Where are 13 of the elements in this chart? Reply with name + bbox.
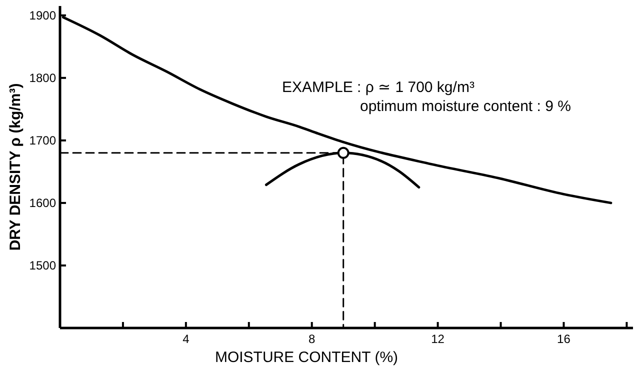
x-tick-label: 8: [308, 332, 316, 346]
x-tick-label: 12: [431, 332, 445, 346]
y-axis-title: DRY DENSITY ρ (kg/m³): [7, 83, 24, 251]
annotation: EXAMPLE : ρ ≃ 1 700 kg/m³: [282, 79, 474, 96]
x-tick-label: 4: [182, 332, 190, 346]
x-tick-label: 16: [557, 332, 571, 346]
y-tick-label: 1500: [29, 258, 56, 273]
y-tick-label: 1700: [29, 134, 56, 148]
y-tick-label: 1800: [29, 71, 56, 86]
y-tick-label: 1600: [29, 196, 56, 210]
annotation: optimum moisture content : 9 %: [360, 98, 571, 115]
x-axis-title: MOISTURE CONTENT (%): [214, 349, 398, 366]
y-tick-label: 1900: [29, 8, 56, 23]
